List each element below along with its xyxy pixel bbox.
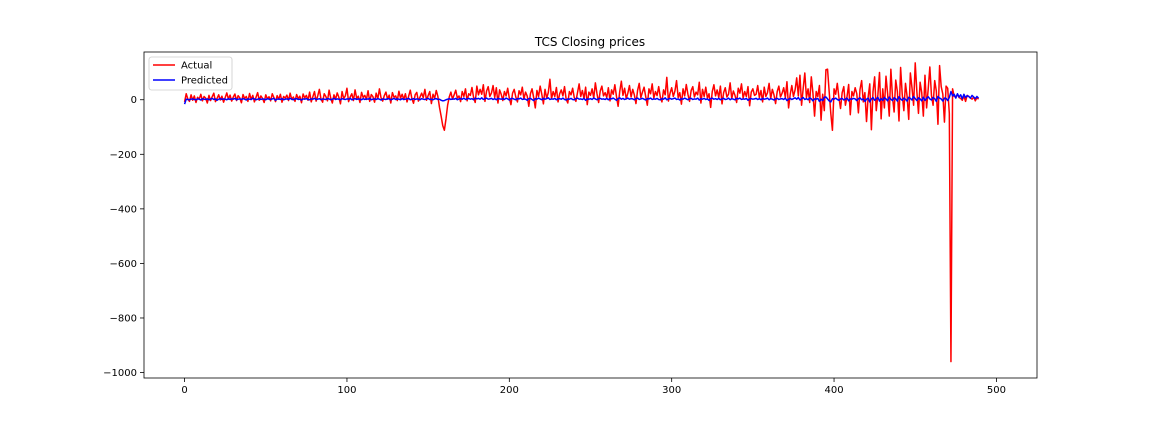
y-axis-ticks: −1000 −800 −600 −400 −200 0 bbox=[103, 95, 144, 379]
chart-title: TCS Closing prices bbox=[534, 35, 645, 49]
y-tick-label: −800 bbox=[110, 313, 137, 324]
legend-label-predicted: Predicted bbox=[181, 76, 228, 87]
y-tick-label: −600 bbox=[110, 259, 137, 270]
y-tick-label: −200 bbox=[110, 150, 137, 161]
x-axis-ticks: 0 100 200 300 400 500 bbox=[181, 378, 1006, 396]
x-tick-label: 500 bbox=[987, 385, 1006, 396]
y-tick-label: −400 bbox=[110, 204, 137, 215]
x-tick-label: 400 bbox=[824, 385, 843, 396]
x-tick-label: 200 bbox=[500, 385, 519, 396]
legend-label-actual: Actual bbox=[181, 61, 212, 72]
x-tick-label: 100 bbox=[337, 385, 356, 396]
series-line-predicted bbox=[183, 90, 980, 105]
legend: Actual Predicted bbox=[148, 56, 233, 91]
plot-lines bbox=[183, 62, 980, 363]
x-tick-label: 0 bbox=[181, 385, 187, 396]
series-line-actual bbox=[183, 62, 980, 363]
y-tick-label: −1000 bbox=[103, 368, 137, 379]
axes-frame bbox=[143, 51, 1038, 379]
y-tick-label: 0 bbox=[131, 95, 137, 106]
x-tick-label: 300 bbox=[662, 385, 681, 396]
